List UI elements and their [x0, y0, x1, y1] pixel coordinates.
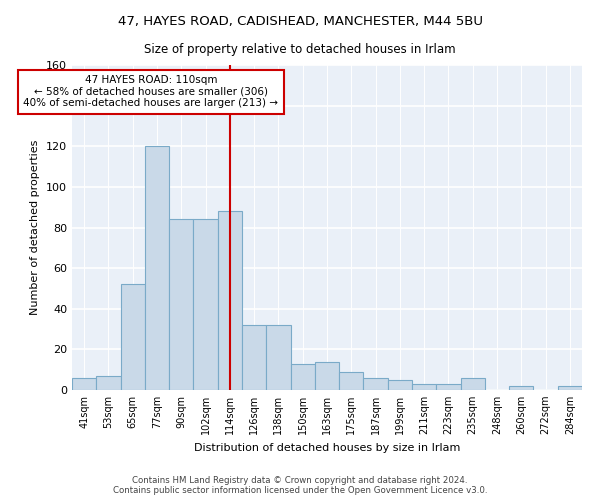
- Bar: [290, 364, 315, 390]
- Bar: [145, 146, 169, 390]
- Text: 47 HAYES ROAD: 110sqm
← 58% of detached houses are smaller (306)
40% of semi-det: 47 HAYES ROAD: 110sqm ← 58% of detached …: [23, 75, 278, 108]
- Bar: [193, 220, 218, 390]
- Bar: [315, 362, 339, 390]
- Bar: [266, 325, 290, 390]
- Bar: [364, 378, 388, 390]
- Bar: [412, 384, 436, 390]
- Bar: [242, 325, 266, 390]
- Bar: [461, 378, 485, 390]
- Bar: [388, 380, 412, 390]
- Bar: [339, 372, 364, 390]
- Bar: [558, 386, 582, 390]
- X-axis label: Distribution of detached houses by size in Irlam: Distribution of detached houses by size …: [194, 442, 460, 452]
- Bar: [169, 220, 193, 390]
- Bar: [509, 386, 533, 390]
- Text: Size of property relative to detached houses in Irlam: Size of property relative to detached ho…: [144, 42, 456, 56]
- Bar: [218, 211, 242, 390]
- Text: 47, HAYES ROAD, CADISHEAD, MANCHESTER, M44 5BU: 47, HAYES ROAD, CADISHEAD, MANCHESTER, M…: [118, 15, 482, 28]
- Bar: [121, 284, 145, 390]
- Bar: [436, 384, 461, 390]
- Y-axis label: Number of detached properties: Number of detached properties: [31, 140, 40, 315]
- Text: Contains HM Land Registry data © Crown copyright and database right 2024.
Contai: Contains HM Land Registry data © Crown c…: [113, 476, 487, 495]
- Bar: [72, 378, 96, 390]
- Bar: [96, 376, 121, 390]
